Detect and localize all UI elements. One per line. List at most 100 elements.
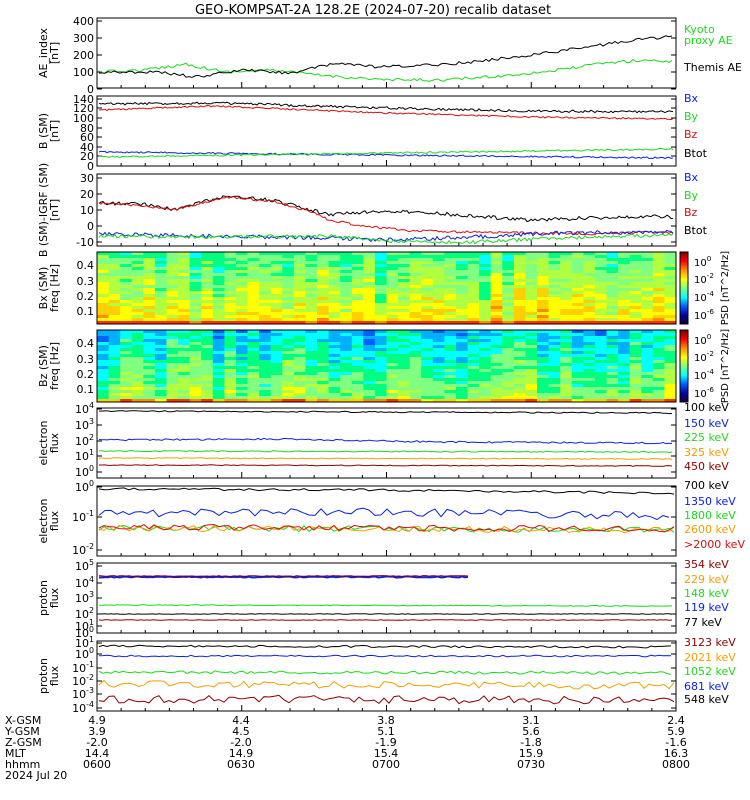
spectrogram-cell (502, 336, 515, 340)
footer-value: 0730 (517, 758, 545, 771)
spectrogram-cell (652, 306, 665, 310)
spectrogram-cell (571, 273, 584, 277)
y-tick-label: 80 (80, 122, 94, 135)
spectrogram-cell (583, 300, 596, 304)
spectrogram-cell (537, 369, 549, 373)
spectrogram-cell (467, 369, 480, 373)
spectrogram-cell (386, 384, 399, 388)
spectrogram-cell (340, 303, 353, 307)
spectrogram-cell (548, 291, 561, 295)
spectrogram-cell (224, 378, 237, 382)
spectrogram-cell (594, 309, 607, 313)
spectrogram-cell (108, 369, 121, 373)
spectrogram-cell (201, 360, 214, 364)
spectrogram-cell (189, 282, 202, 286)
spectrogram-cell (340, 300, 353, 304)
spectrogram-cell (537, 336, 549, 340)
spectrogram-cell (456, 372, 468, 376)
spectrogram-cell (386, 291, 399, 295)
spectrogram-cell (282, 291, 295, 295)
spectrogram-cell (178, 252, 191, 256)
spectrogram-cell (629, 390, 642, 394)
legend-entry: 225 keV (684, 431, 729, 444)
spectrogram-cell (421, 252, 434, 256)
spectrogram-cell (340, 396, 353, 400)
spectrogram-cell (120, 372, 133, 376)
spectrogram-cell (652, 318, 665, 322)
spectrogram-cell (560, 273, 573, 277)
spectrogram-cell (594, 342, 607, 346)
spectrogram-cell (328, 318, 341, 322)
spectrogram-cell (409, 255, 422, 259)
spectrogram-cell (456, 312, 468, 316)
spectrogram-cell (571, 321, 584, 325)
spectrogram-cell (629, 396, 642, 400)
footer-value: -2.0 (230, 736, 251, 749)
spectrogram-cell (166, 264, 179, 268)
spectrogram-cell (317, 348, 329, 352)
spectrogram-cell (409, 279, 422, 283)
spectrogram-cell (305, 348, 318, 352)
spectrogram-cell (154, 342, 167, 346)
spectrogram-cell (108, 360, 121, 364)
spectrogram-cell (247, 381, 260, 385)
spectrogram-cell (305, 345, 318, 349)
spectrogram-cell (201, 390, 214, 394)
spectrogram-cell (212, 381, 225, 385)
spectrogram-cell (374, 282, 387, 286)
spectrogram-cell (154, 321, 167, 325)
spectrogram-cell (351, 261, 364, 265)
spectrogram-cell (282, 393, 295, 397)
spectrogram-cell (166, 285, 179, 289)
spectrogram-cell (490, 306, 503, 310)
spectrogram-cell (513, 282, 526, 286)
spectrogram-cell (537, 291, 549, 295)
spectrogram-cell (154, 336, 167, 340)
spectrogram-cell (641, 342, 654, 346)
spectrogram-cell (259, 330, 272, 334)
spectrogram-cell (421, 312, 434, 316)
spectrogram-cell (120, 375, 133, 379)
y-tick-label: 10-2 (72, 673, 94, 688)
spectrogram-cell (444, 258, 457, 262)
spectrogram-cell (270, 315, 283, 319)
spectrogram-cell (143, 351, 156, 355)
spectrogram-cell (363, 399, 376, 403)
spectrogram-cell (664, 363, 677, 367)
spectrogram-cell (143, 390, 156, 394)
spectrogram-cell (328, 384, 341, 388)
legend-entry: 1350 keV (684, 495, 736, 508)
spectrogram-cell (259, 345, 272, 349)
spectrogram-cell (629, 357, 642, 361)
spectrogram-cell (212, 387, 225, 391)
spectrogram-cell (201, 393, 214, 397)
spectrogram-cell (131, 252, 144, 256)
spectrogram-cell (97, 336, 109, 340)
spectrogram-cell (664, 342, 677, 346)
spectrogram-cell (432, 381, 445, 385)
spectrogram-cell (363, 381, 376, 385)
spectrogram-cell (386, 390, 399, 394)
spectrogram-cell (594, 267, 607, 271)
y-tick-label: 100 (75, 464, 94, 479)
spectrogram-cell (479, 399, 492, 403)
series-p148 (98, 604, 673, 607)
spectrogram-cell (143, 279, 156, 283)
spectrogram-cell (259, 309, 272, 313)
spectrogram-cell (432, 297, 445, 301)
spectrogram-cell (143, 258, 156, 262)
spectrogram-cell (120, 264, 133, 268)
spectrogram-cell (571, 387, 584, 391)
spectrogram-cell (594, 339, 607, 343)
spectrogram-cell (189, 381, 202, 385)
spectrogram-cell (479, 255, 492, 259)
spectrogram-cell (247, 366, 260, 370)
spectrogram-cell (143, 357, 156, 361)
spectrogram-cell (386, 381, 399, 385)
spectrogram-cell (247, 288, 260, 292)
spectrogram-cell (444, 372, 457, 376)
spectrogram-cell (594, 384, 607, 388)
spectrogram-cell (154, 366, 167, 370)
spectrogram-cell (259, 399, 272, 403)
spectrogram-cell (594, 273, 607, 277)
